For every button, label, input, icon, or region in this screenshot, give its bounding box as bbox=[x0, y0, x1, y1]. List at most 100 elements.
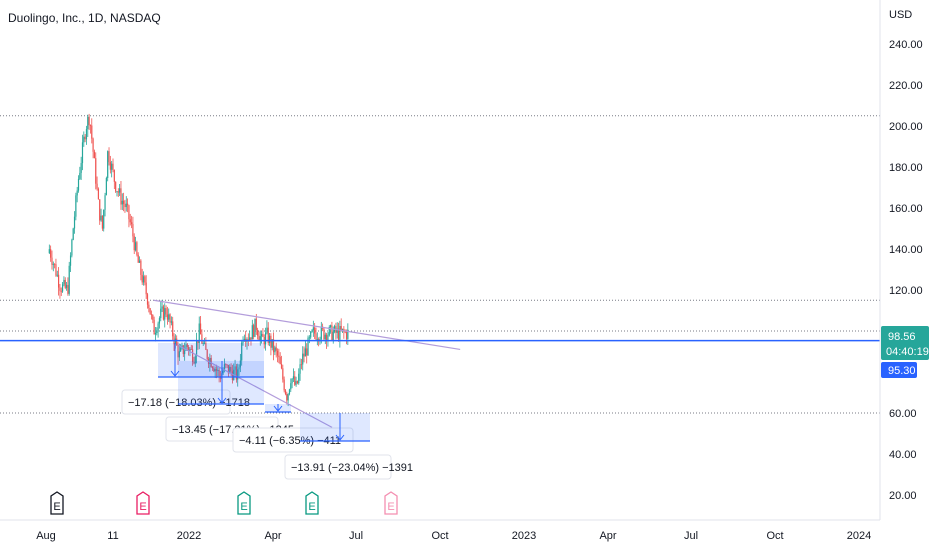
candle-body bbox=[218, 369, 220, 376]
candle-body bbox=[141, 274, 143, 283]
candle-body bbox=[189, 348, 191, 352]
candle-body bbox=[258, 335, 260, 341]
earnings-marker-shape bbox=[136, 491, 150, 515]
candle-body bbox=[145, 282, 147, 295]
candle-body bbox=[72, 228, 74, 240]
candle-body bbox=[79, 172, 81, 179]
price-tick-label: 120.00 bbox=[889, 285, 923, 297]
candle-body bbox=[222, 370, 224, 374]
candle-body bbox=[287, 394, 289, 401]
price-axis[interactable]: 240.00 220.00 200.00 180.00 160.00 140.00 120.… bbox=[889, 39, 923, 502]
candle-body bbox=[203, 342, 206, 344]
candle-body bbox=[190, 348, 192, 350]
candle-body bbox=[119, 188, 121, 193]
candle-body bbox=[116, 191, 118, 193]
candle-body bbox=[251, 325, 253, 340]
price-range-measure[interactable]: −4.11 (−6.35%) −411 bbox=[232, 404, 354, 453]
candle-body bbox=[121, 200, 123, 205]
candle-body bbox=[85, 129, 88, 140]
trendline[interactable] bbox=[178, 344, 333, 428]
earnings-marker-icon[interactable]: E bbox=[237, 491, 251, 515]
candle-body bbox=[231, 371, 234, 380]
measure-label: −4.11 (−6.35%) −411 bbox=[239, 435, 341, 447]
plot-area[interactable] bbox=[0, 0, 880, 520]
earnings-marker-icon[interactable]: E bbox=[50, 491, 64, 515]
candle-body bbox=[92, 138, 94, 152]
price-range-measures[interactable]: −17.18 (−18.03%) −1718−13.45 (−17.21%) −… bbox=[121, 343, 413, 480]
candle-body bbox=[215, 369, 218, 371]
candle-body bbox=[347, 329, 349, 339]
time-tick-label: Aug bbox=[36, 530, 56, 542]
time-tick-label: 2024 bbox=[847, 530, 871, 542]
candle-body bbox=[227, 364, 230, 374]
candle-body bbox=[149, 308, 151, 315]
candle-body bbox=[154, 333, 157, 335]
candle-body bbox=[77, 178, 80, 191]
candle-body bbox=[64, 279, 66, 288]
candle-body bbox=[306, 348, 308, 356]
candle-body bbox=[172, 321, 174, 337]
price-range-measure[interactable]: −13.91 (−23.04%) −1391 bbox=[284, 413, 413, 480]
candle-body bbox=[201, 334, 203, 344]
earnings-marker-icon[interactable]: E bbox=[305, 491, 319, 515]
candle-body bbox=[282, 368, 284, 380]
candle-body bbox=[95, 158, 97, 184]
earnings-marker-icon[interactable]: E bbox=[136, 491, 150, 515]
candle-body bbox=[48, 249, 50, 254]
candle-body bbox=[193, 362, 195, 364]
candle-body bbox=[307, 337, 309, 356]
candle-body bbox=[223, 364, 226, 371]
candle-body bbox=[206, 349, 208, 359]
candle-body bbox=[67, 284, 69, 294]
candle-body bbox=[153, 319, 155, 335]
candle-body bbox=[100, 215, 102, 221]
price-tick-label: 160.00 bbox=[889, 203, 923, 215]
candle-body bbox=[158, 318, 161, 324]
candle-body bbox=[237, 369, 239, 380]
candle-body bbox=[160, 308, 162, 319]
candle-body bbox=[312, 327, 314, 331]
time-axis[interactable]: Aug 11 2022 Apr Jul Oct 2023 Apr Jul Oct 2024 bbox=[36, 530, 871, 542]
candle-body bbox=[213, 368, 215, 372]
candle-body bbox=[133, 236, 135, 251]
candle-body bbox=[61, 284, 64, 292]
candle-body bbox=[235, 366, 237, 380]
price-tick-label: 140.00 bbox=[889, 244, 923, 256]
time-tick-label: Jul bbox=[349, 530, 363, 542]
candle-body bbox=[60, 290, 62, 292]
candle-body bbox=[243, 338, 245, 340]
candle-body bbox=[146, 294, 149, 305]
candle-body bbox=[124, 203, 126, 208]
time-tick-label: Oct bbox=[431, 530, 448, 542]
candle-body bbox=[142, 276, 145, 283]
candle-body bbox=[339, 325, 341, 340]
candle-body bbox=[144, 276, 146, 283]
candle-body bbox=[294, 376, 296, 385]
candle-body bbox=[150, 314, 153, 316]
measure-box[interactable] bbox=[178, 361, 264, 404]
candle-body bbox=[192, 349, 194, 363]
earnings-marker-icon[interactable]: E bbox=[384, 491, 398, 515]
measure-box[interactable] bbox=[158, 343, 264, 377]
line-price-badge-bg bbox=[881, 362, 917, 378]
candle-body bbox=[230, 366, 232, 372]
candle-body bbox=[275, 347, 277, 351]
measure-box[interactable] bbox=[300, 413, 370, 441]
candle-body bbox=[152, 314, 154, 320]
candle-body bbox=[97, 188, 100, 200]
candle-body bbox=[266, 327, 268, 333]
candle-body bbox=[68, 265, 70, 294]
time-tick-label: Apr bbox=[599, 530, 616, 542]
last-price-badge: 98.56 04:40:19 bbox=[881, 326, 929, 360]
candle-body bbox=[241, 342, 243, 361]
measure-label-bg bbox=[232, 427, 354, 453]
price-axis-currency: USD bbox=[889, 9, 912, 21]
candle-body bbox=[178, 351, 180, 358]
candle-body bbox=[164, 308, 166, 320]
candle-body bbox=[197, 340, 199, 344]
candle-body bbox=[239, 360, 241, 368]
candle-body bbox=[308, 337, 310, 339]
candle-body bbox=[125, 203, 127, 208]
